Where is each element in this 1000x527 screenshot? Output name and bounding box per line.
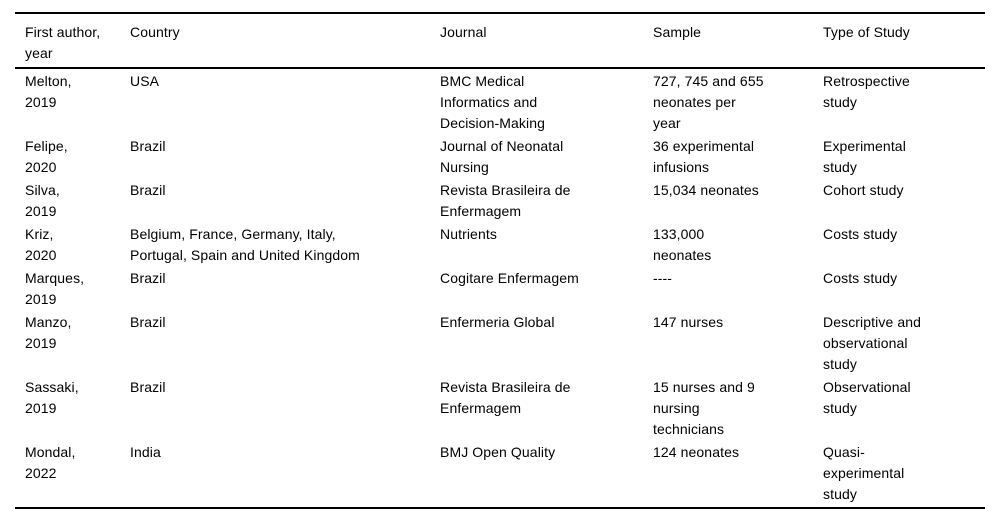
cell-author: Manzo, 2019 xyxy=(25,314,72,351)
cell-author: Marques, 2019 xyxy=(25,270,85,307)
cell-country: Brazil xyxy=(130,270,166,286)
cell-journal: Cogitare Enfermagem xyxy=(440,270,579,286)
cell-type: Experimental study xyxy=(823,138,906,175)
col-header-journal: Journal xyxy=(440,13,653,69)
cell-journal: Nutrients xyxy=(440,226,497,242)
table-row: Sassaki, 2019 Brazil Revista Brasileira de… xyxy=(15,377,985,442)
table-row: Manzo, 2019 Brazil Enfermeria Global 147 nu… xyxy=(15,312,985,377)
cell-country: Brazil xyxy=(130,379,166,395)
cell-sample: ---- xyxy=(653,270,673,286)
cell-sample: 124 neonates xyxy=(653,444,740,460)
cell-author: Silva, 2019 xyxy=(25,182,60,219)
col-header-sample: Sample xyxy=(653,13,823,69)
cell-sample: 15,034 neonates xyxy=(653,182,759,198)
cell-author: Felipe, 2020 xyxy=(25,138,68,175)
cell-type: Costs study xyxy=(823,226,898,242)
cell-type: Costs study xyxy=(823,270,898,286)
cell-author: Kriz, 2020 xyxy=(25,226,57,263)
table-row: Silva, 2019 Brazil Revista Brasileira de E… xyxy=(15,180,985,224)
cell-author: Sassaki, 2019 xyxy=(25,379,79,416)
cell-sample: 133,000 neonates xyxy=(653,226,712,263)
col-header-country: Country xyxy=(130,13,440,69)
cell-journal: Revista Brasileira de Enfermagem xyxy=(440,379,571,416)
cell-journal: BMJ Open Quality xyxy=(440,444,556,460)
col-header-type-of-study: Type of Study xyxy=(823,13,985,69)
cell-country: Belgium, France, Germany, Italy, Portuga… xyxy=(130,226,360,263)
cell-sample: 727, 745 and 655 neonates per year xyxy=(653,73,764,131)
table-body: Melton, 2019 USA BMC Medical Informatics a… xyxy=(15,68,985,508)
cell-country: USA xyxy=(130,73,160,89)
cell-type: Retrospective study xyxy=(823,73,910,110)
header-row: First author, year Country Journal Sampl… xyxy=(15,13,985,69)
cell-country: Brazil xyxy=(130,138,166,154)
included-studies-table: First author, year Country Journal Sampl… xyxy=(15,12,985,509)
table-row: Kriz, 2020 Belgium, France, Germany, Ital… xyxy=(15,224,985,268)
table-header: First author, year Country Journal Sampl… xyxy=(15,13,985,69)
cell-author: Melton, 2019 xyxy=(25,73,72,110)
table-row: Felipe, 2020 Brazil Journal of Neonatal Nu… xyxy=(15,136,985,180)
cell-journal: BMC Medical Informatics and Decision-Mak… xyxy=(440,73,545,131)
cell-journal: Enfermeria Global xyxy=(440,314,555,330)
table-row: Melton, 2019 USA BMC Medical Informatics a… xyxy=(15,68,985,136)
table-row: Marques, 2019 Brazil Cogitare Enfermagem --… xyxy=(15,268,985,312)
cell-country: Brazil xyxy=(130,182,166,198)
cell-sample: 15 nurses and 9 nursing technicians xyxy=(653,379,755,437)
cell-journal: Revista Brasileira de Enfermagem xyxy=(440,182,571,219)
cell-type: Quasi- experimental study xyxy=(823,444,905,502)
table-row: Mondal, 2022 India BMJ Open Quality 124 neo… xyxy=(15,442,985,508)
cell-type: Cohort study xyxy=(823,182,904,198)
cell-type: Observational study xyxy=(823,379,911,416)
col-header-first-author-year: First author, year xyxy=(15,13,130,69)
cell-sample: 36 experimental infusions xyxy=(653,138,755,175)
cell-country: Brazil xyxy=(130,314,166,330)
cell-author: Mondal, 2022 xyxy=(25,444,76,481)
paper-page: First author, year Country Journal Sampl… xyxy=(0,12,1000,527)
cell-country: India xyxy=(130,444,161,460)
cell-type: Descriptive and observational study xyxy=(823,314,921,372)
cell-journal: Journal of Neonatal Nursing xyxy=(440,138,564,175)
cell-sample: 147 nurses xyxy=(653,314,724,330)
